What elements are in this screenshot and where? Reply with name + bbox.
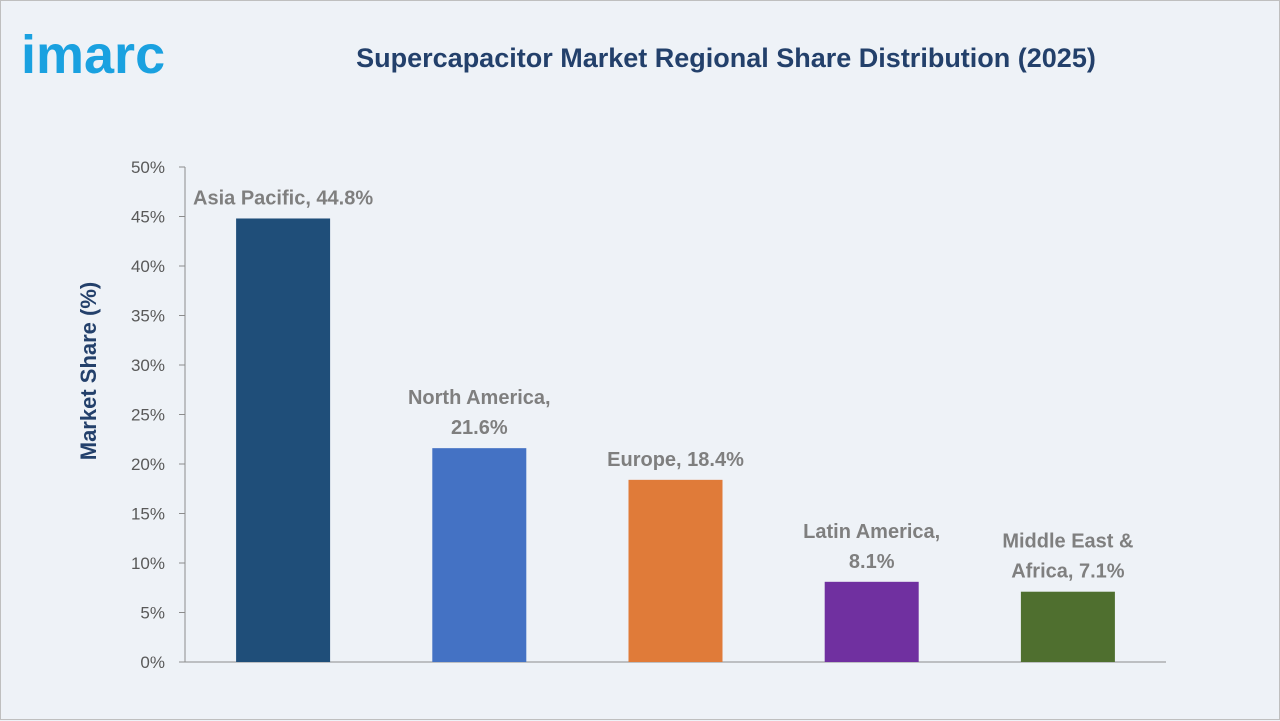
y-tick-label: 15% [131,505,165,524]
y-tick-label: 40% [131,257,165,276]
bar-middle-east-africa [1020,591,1115,662]
y-tick-label: 30% [131,356,165,375]
data-label: North America, [408,387,551,409]
y-tick-label: 0% [140,653,165,672]
y-tick-label: 5% [140,604,165,623]
data-label: Africa, 7.1% [1011,561,1125,583]
data-label: Asia Pacific, 44.8% [193,187,373,209]
data-label: Middle East & [1002,531,1133,553]
imarc-logo: imarc [21,25,165,81]
y-tick-label: 25% [131,406,165,425]
y-tick-label: 45% [131,208,165,227]
data-label: Latin America, [803,521,940,543]
data-label: 8.1% [849,551,895,573]
y-tick-label: 35% [131,307,165,326]
bar-asia-pacific [236,218,331,663]
y-tick-label: 20% [131,455,165,474]
data-label: Europe, 18.4% [607,449,744,471]
bar-europe [628,479,723,662]
chart-title: Supercapacitor Market Regional Share Dis… [356,43,1096,73]
bar-latin-america [824,581,919,662]
y-tick-label: 50% [131,158,165,177]
bar-north-america [432,448,527,662]
y-tick-label: 10% [131,554,165,573]
data-label: 21.6% [451,417,508,439]
logo-text: imarc [21,25,165,81]
